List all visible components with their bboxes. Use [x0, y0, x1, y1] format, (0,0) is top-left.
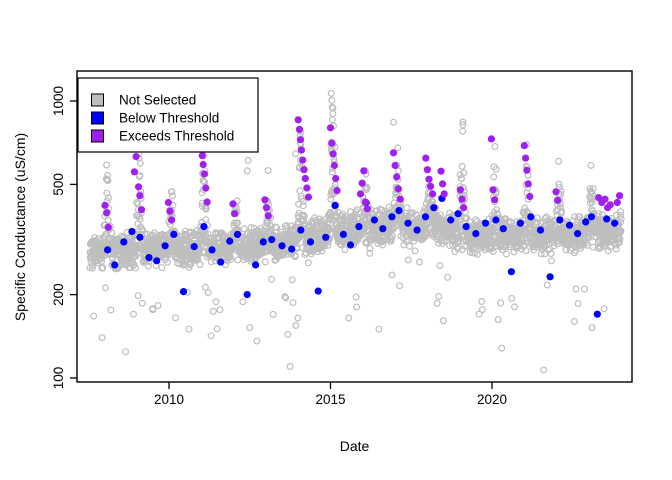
y-tick-label: 100 [51, 367, 66, 390]
legend-swatch [91, 129, 104, 143]
y-tick-label: 200 [51, 283, 66, 306]
axes: 2010 2015 2020 100 200 500 1000 [51, 70, 633, 407]
y-tick-label: 1000 [51, 86, 66, 116]
legend-label: Below Threshold [119, 111, 219, 126]
x-tick-label: 2015 [315, 392, 345, 407]
y-axis-title: Specific Conductance (uS/cm) [12, 132, 28, 322]
legend-swatch [91, 93, 104, 107]
purple-points [101, 116, 624, 231]
x-axis-title: Date [339, 438, 370, 454]
plot-frame [76, 70, 633, 383]
legend: Not Selected Below Threshold Exceeds Thres… [77, 77, 259, 153]
blue-points [104, 194, 619, 318]
x-tick-label: 2010 [154, 392, 184, 407]
y-tick-label: 500 [51, 173, 66, 196]
legend-box [77, 77, 259, 153]
legend-label: Not Selected [119, 93, 196, 108]
legend-swatch [91, 111, 104, 125]
x-tick-label: 2020 [477, 392, 507, 407]
legend-label: Exceeds Threshold [119, 129, 234, 144]
